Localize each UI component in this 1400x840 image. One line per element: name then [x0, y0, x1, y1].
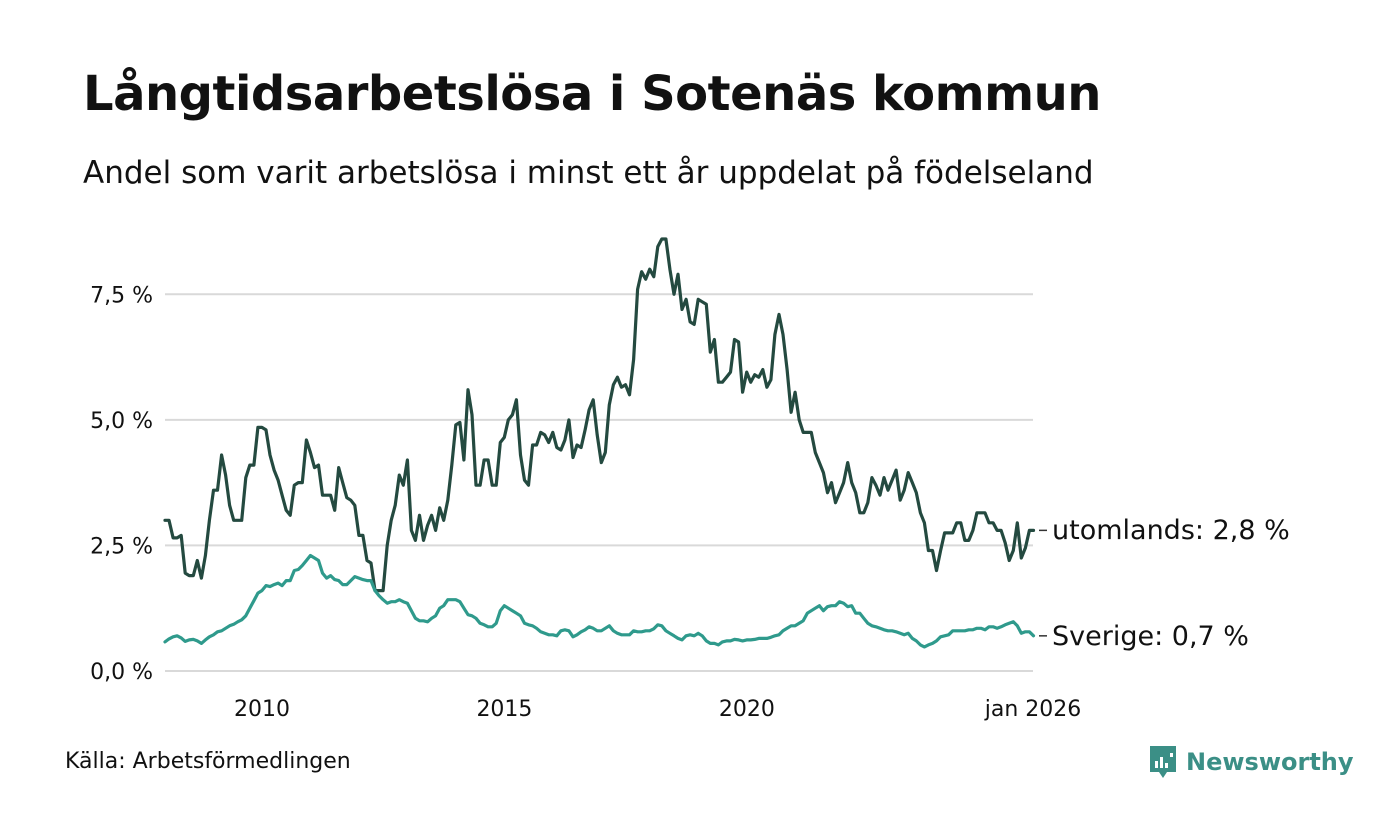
x-tick-label: 2015 [476, 697, 532, 722]
series-end-label: Sverige: 0,7 % [1052, 621, 1249, 652]
y-axis-ticks: 0,0 % 2,5 % 5,0 % 7,5 % [90, 283, 153, 685]
brand-logo: Newsworthy [1148, 744, 1354, 780]
series-end-label: utomlands: 2,8 % [1052, 515, 1290, 546]
chart-subtitle: Andel som varit arbetslösa i minst ett å… [83, 155, 1094, 191]
series-lines [163, 237, 1036, 649]
y-tick-label: 7,5 % [90, 283, 153, 308]
series-end-labels: utomlands: 2,8 % Sverige: 0,7 % [1039, 515, 1290, 652]
chart-title: Långtidsarbetslösa i Sotenäs kommun [83, 66, 1101, 122]
gridlines [165, 293, 1033, 672]
newsworthy-logo-icon [1150, 746, 1176, 778]
source-note: Källa: Arbetsförmedlingen [65, 749, 351, 774]
brand-name: Newsworthy [1186, 748, 1354, 776]
y-tick-label: 0,0 % [90, 660, 153, 685]
y-tick-label: 2,5 % [90, 534, 153, 559]
x-tick-label: jan 2026 [984, 697, 1082, 722]
series-line-utomlands [163, 237, 1036, 593]
x-tick-label: 2010 [234, 697, 290, 722]
x-axis-ticks: 2010 2015 2020 jan 2026 [234, 697, 1081, 722]
x-tick-label: 2020 [719, 697, 775, 722]
y-tick-label: 5,0 % [90, 409, 153, 434]
series-line-sverige [163, 553, 1036, 649]
